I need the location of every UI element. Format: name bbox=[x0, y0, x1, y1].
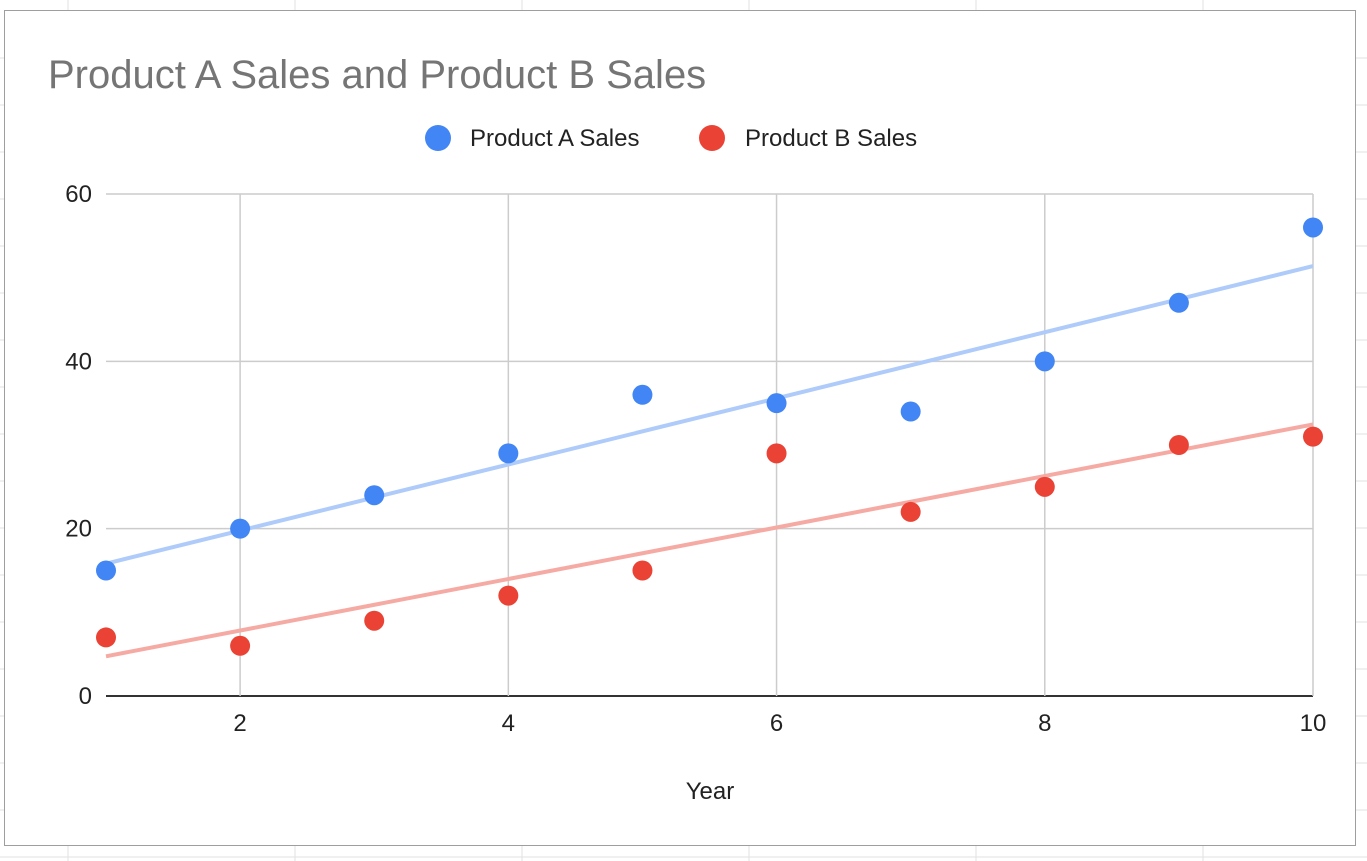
point-product-a[interactable] bbox=[1034, 351, 1055, 372]
point-product-a[interactable] bbox=[230, 518, 251, 539]
x-axis-title: Year bbox=[686, 778, 735, 805]
trendline-product-b bbox=[105, 422, 1314, 659]
point-product-b[interactable] bbox=[632, 560, 653, 581]
data-points bbox=[96, 217, 1323, 656]
x-tick-label: 6 bbox=[770, 710, 783, 737]
x-tick-label: 2 bbox=[233, 710, 246, 737]
point-product-a[interactable] bbox=[364, 485, 385, 506]
plot-gridlines bbox=[106, 193, 1314, 697]
y-tick-label: 0 bbox=[79, 683, 92, 710]
legend-marker-product-b bbox=[699, 125, 725, 151]
point-product-b[interactable] bbox=[364, 610, 385, 631]
y-tick-label: 60 bbox=[65, 181, 92, 208]
point-product-a[interactable] bbox=[900, 401, 921, 422]
legend[interactable]: Product A Sales Product B Sales bbox=[425, 125, 917, 152]
point-product-b[interactable] bbox=[498, 585, 519, 606]
chart-container[interactable] bbox=[4, 10, 1356, 846]
point-product-b[interactable] bbox=[230, 635, 251, 656]
point-product-a[interactable] bbox=[96, 560, 116, 581]
x-tick-label: 10 bbox=[1300, 710, 1327, 737]
point-product-b[interactable] bbox=[96, 627, 116, 648]
point-product-b[interactable] bbox=[900, 501, 921, 522]
y-tick-label: 40 bbox=[65, 348, 92, 375]
x-axis-ticks: 2 4 6 8 10 bbox=[233, 710, 1326, 737]
x-tick-label: 4 bbox=[502, 710, 515, 737]
point-product-a[interactable] bbox=[1168, 292, 1189, 313]
legend-label-product-a: Product A Sales bbox=[470, 125, 639, 152]
legend-label-product-b: Product B Sales bbox=[745, 125, 917, 152]
legend-marker-product-a bbox=[425, 125, 451, 151]
legend-item-product-a[interactable]: Product A Sales bbox=[425, 125, 639, 152]
point-product-b[interactable] bbox=[1034, 476, 1055, 497]
point-product-a[interactable] bbox=[498, 443, 519, 464]
trendlines bbox=[105, 264, 1314, 659]
point-product-a[interactable] bbox=[766, 393, 787, 414]
point-product-b[interactable] bbox=[766, 443, 787, 464]
chart-title: Product A Sales and Product B Sales bbox=[48, 53, 706, 97]
legend-item-product-b[interactable]: Product B Sales bbox=[699, 125, 917, 152]
point-product-a[interactable] bbox=[632, 384, 653, 405]
point-product-b[interactable] bbox=[1168, 435, 1189, 455]
point-product-a[interactable] bbox=[1303, 217, 1323, 238]
y-axis-ticks: 0 20 40 60 bbox=[65, 181, 92, 710]
point-product-b[interactable] bbox=[1303, 426, 1323, 447]
y-tick-label: 20 bbox=[65, 516, 92, 543]
x-tick-label: 8 bbox=[1038, 710, 1051, 737]
trendline-product-a bbox=[105, 264, 1314, 566]
